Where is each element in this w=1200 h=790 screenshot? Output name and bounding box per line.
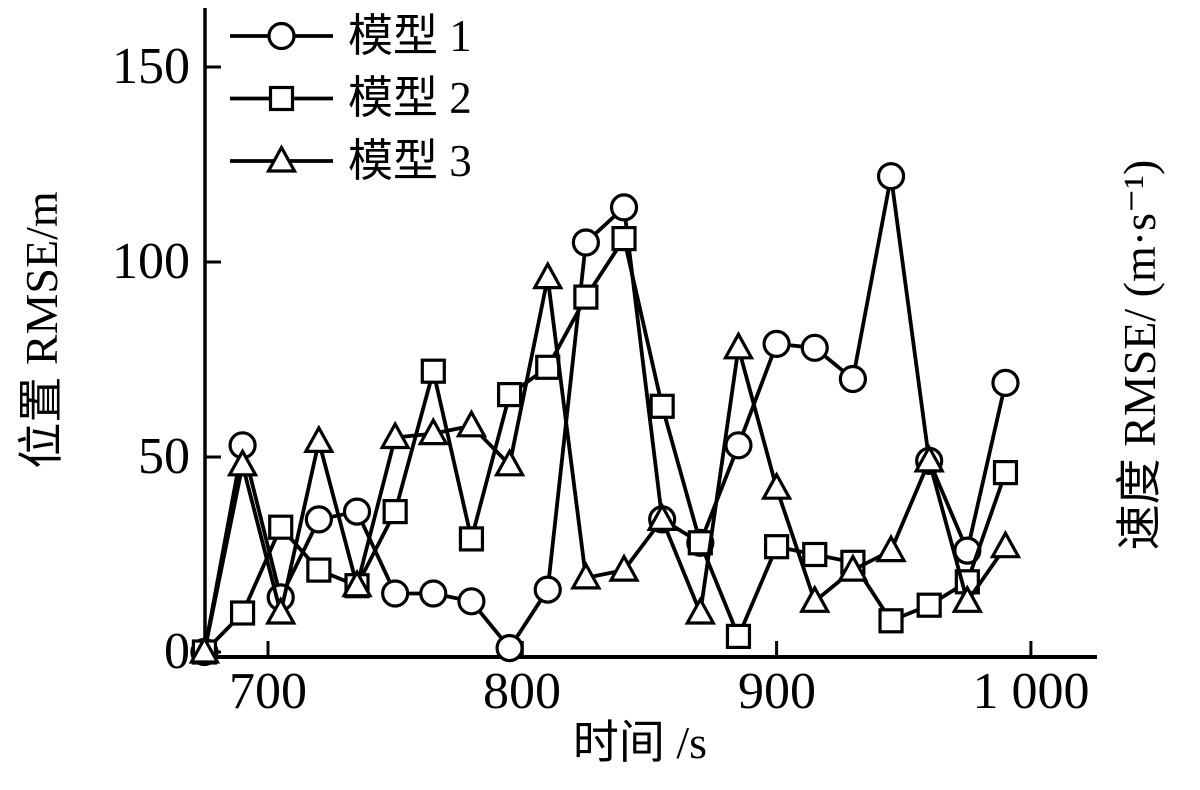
y-axis-title-left: 位置 RMSE/m — [16, 191, 67, 469]
x-axis-tick-800: 800 — [483, 663, 561, 720]
x-axis-tick-900: 900 — [738, 663, 816, 720]
legend-label-model-3: 模型 3 — [348, 136, 472, 186]
x-axis-tick-700: 700 — [229, 663, 307, 720]
legend-label-model-2: 模型 2 — [348, 73, 472, 123]
y-axis-tick-0: 0 — [164, 623, 190, 680]
x-axis-tick-1000: 1 000 — [972, 663, 1090, 720]
legend-label-model-1: 模型 1 — [348, 11, 472, 61]
y-axis-title-right: 速度 RMSE/ (m·s⁻¹) — [1114, 159, 1165, 551]
y-axis-tick-150: 150 — [112, 38, 190, 95]
x-axis-title: 时间 /s — [572, 717, 708, 768]
y-axis-tick-50: 50 — [138, 428, 190, 485]
y-axis-tick-100: 100 — [112, 233, 190, 290]
